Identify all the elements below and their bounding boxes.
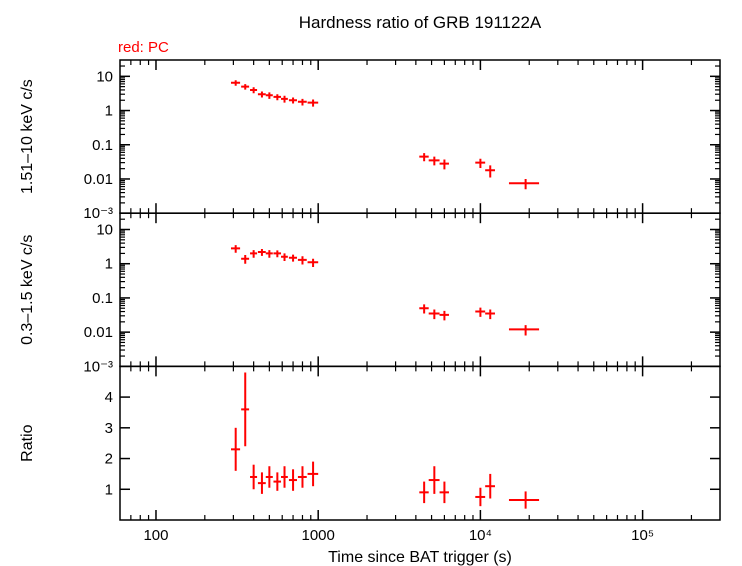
chart-title: Hardness ratio of GRB 191122A: [299, 13, 542, 32]
y-tick-label: 0.01: [84, 324, 113, 341]
y-tick-label: 0.1: [92, 137, 113, 154]
x-tick-label: 10⁴: [469, 527, 492, 544]
y-tick-label: 1: [105, 103, 113, 120]
y-tick-label: 1: [105, 481, 113, 498]
y-axis-label: 1.51–10 keV c/s: [19, 79, 36, 194]
panel-border: [120, 213, 720, 366]
x-tick-label: 1000: [302, 527, 335, 544]
panel-2-data: [231, 245, 539, 335]
hardness-ratio-chart: Hardness ratio of GRB 191122A red: PC Time…: [0, 0, 742, 566]
panel-3-data: [231, 373, 539, 509]
y-tick-label: 2: [105, 451, 113, 468]
panel-border: [120, 60, 720, 213]
x-tick-label: 10⁵: [631, 527, 654, 544]
y-tick-label: 10⁻³: [83, 358, 113, 375]
y-tick-label: 10⁻³: [83, 205, 113, 222]
legend-text: red: PC: [118, 39, 169, 56]
y-tick-label: 10: [96, 222, 113, 239]
panel-border: [120, 366, 720, 520]
panel-1-data: [231, 80, 539, 189]
x-axis-label: Time since BAT trigger (s): [328, 549, 512, 566]
chart-container: Hardness ratio of GRB 191122A red: PC Time…: [0, 0, 742, 566]
y-tick-label: 10: [96, 68, 113, 85]
y-tick-label: 0.01: [84, 171, 113, 188]
y-tick-label: 3: [105, 420, 113, 437]
y-tick-label: 1: [105, 256, 113, 273]
y-tick-label: 4: [105, 389, 113, 406]
y-axis-label: Ratio: [19, 424, 36, 461]
y-tick-label: 0.1: [92, 290, 113, 307]
x-tick-label: 100: [143, 527, 168, 544]
y-axis-label: 0.3–1.5 keV c/s: [19, 235, 36, 345]
